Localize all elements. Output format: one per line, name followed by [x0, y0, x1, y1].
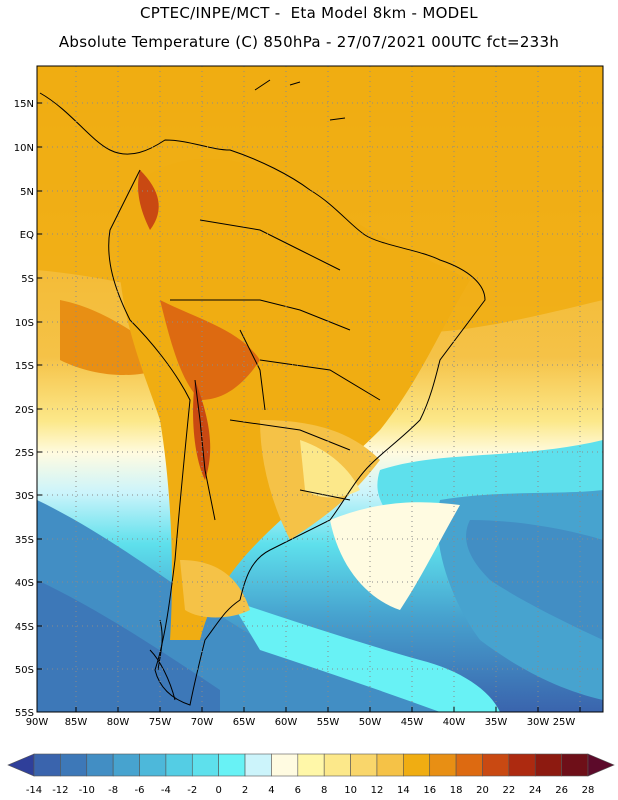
colorbar-tick-label: -2	[187, 785, 197, 796]
lat-label: 55S	[15, 708, 34, 719]
lon-label: 35W	[485, 717, 508, 728]
lat-label: 5S	[21, 274, 34, 285]
lat-label: EQ	[20, 230, 34, 241]
colorbar-segment	[297, 753, 325, 777]
lon-label: 60W	[275, 717, 298, 728]
colorbar-arrow-low	[7, 753, 35, 777]
colorbar-segment	[191, 753, 219, 777]
title-line-1: CPTEC/INPE/MCT - Eta Model 8km - MODEL	[140, 4, 478, 22]
colorbar-segment	[271, 753, 299, 777]
colorbar-segment	[244, 753, 272, 777]
lon-label: 30W	[527, 717, 550, 728]
map-frame	[36, 65, 604, 713]
lat-label: 30S	[15, 491, 34, 502]
colorbar-segment	[323, 753, 351, 777]
colorbar-tick-label: -10	[79, 785, 95, 796]
colorbar-segment	[139, 753, 167, 777]
lat-label: 40S	[15, 578, 34, 589]
colorbar-tick-label: 14	[397, 785, 410, 796]
lat-label: 5N	[20, 187, 34, 198]
lon-label: 70W	[191, 717, 214, 728]
colorbar-tick-label: 2	[242, 785, 248, 796]
lon-label: 90W	[26, 717, 49, 728]
coastlines	[39, 79, 486, 706]
colorbar-tick-label: 12	[371, 785, 384, 796]
colorbar-tick-label: 26	[555, 785, 568, 796]
lon-label: 45W	[401, 717, 424, 728]
colorbar-tick-label: -4	[161, 785, 171, 796]
colorbar-tick-label: 10	[344, 785, 357, 796]
longitude-labels: 90W 85W 80W 75W 70W 65W 60W 55W 50W 45W …	[26, 717, 576, 728]
lon-label: 75W	[149, 717, 172, 728]
colorbar-segment	[534, 753, 562, 777]
colorbar-segment	[403, 753, 431, 777]
colorbar-tick-label: 16	[423, 785, 436, 796]
colorbar-tick-label: -14	[26, 785, 42, 796]
colorbar-tick-label: 18	[450, 785, 463, 796]
colorbar-tick-label: 20	[476, 785, 489, 796]
colorbar-tick-label: 8	[321, 785, 327, 796]
colorbar-tick-label: 22	[502, 785, 515, 796]
colorbar-segment	[86, 753, 114, 777]
colorbar: -14 -12 -10 -8 -6 -4 -2 0 2 4 6 8 10 12 14 16 18 20 22 24 26…	[7, 753, 615, 796]
title-line-2: Absolute Temperature (C) 850hPa - 27/07/…	[58, 33, 560, 51]
lat-label: 10N	[14, 143, 34, 154]
map-field	[37, 66, 603, 712]
colorbar-segment	[376, 753, 404, 777]
latitude-labels: 15N 10N 5N EQ 5S 10S 15S 20S 25S 30S 35S…	[14, 99, 34, 719]
colorbar-segment	[60, 753, 88, 777]
colorbar-segment	[508, 753, 536, 777]
colorbar-segment	[350, 753, 378, 777]
frame-ticks	[37, 102, 581, 712]
lat-label: 15S	[15, 361, 34, 372]
lon-label: 80W	[107, 717, 130, 728]
lon-label: 85W	[65, 717, 88, 728]
lon-label: 25W	[553, 717, 576, 728]
lon-label: 50W	[359, 717, 382, 728]
colorbar-tick-label: 24	[529, 785, 542, 796]
colorbar-tick-label: 4	[268, 785, 274, 796]
lat-label: 45S	[15, 622, 34, 633]
colorbar-segment	[112, 753, 140, 777]
lat-label: 10S	[15, 318, 34, 329]
lat-label: 25S	[15, 448, 34, 459]
colorbar-tick-label: -8	[108, 785, 118, 796]
colorbar-segment	[561, 753, 589, 777]
colorbar-segment	[218, 753, 246, 777]
colorbar-segment	[165, 753, 193, 777]
colorbar-arrow-high	[587, 753, 615, 777]
lon-label: 40W	[443, 717, 466, 728]
colorbar-segment	[429, 753, 457, 777]
colorbar-tick-label: -12	[52, 785, 68, 796]
colorbar-segment	[455, 753, 483, 777]
colorbar-segment	[482, 753, 510, 777]
colorbar-tick-label: 28	[582, 785, 595, 796]
lat-label: 50S	[15, 665, 34, 676]
lat-label: 15N	[14, 99, 34, 110]
colorbar-tick-label: 6	[295, 785, 301, 796]
lat-label: 35S	[15, 535, 34, 546]
lat-label: 20S	[15, 405, 34, 416]
lon-label: 65W	[233, 717, 256, 728]
colorbar-tick-label: 0	[215, 785, 221, 796]
lon-label: 55W	[317, 717, 340, 728]
colorbar-tick-label: -6	[135, 785, 145, 796]
colorbar-segment	[33, 753, 61, 777]
